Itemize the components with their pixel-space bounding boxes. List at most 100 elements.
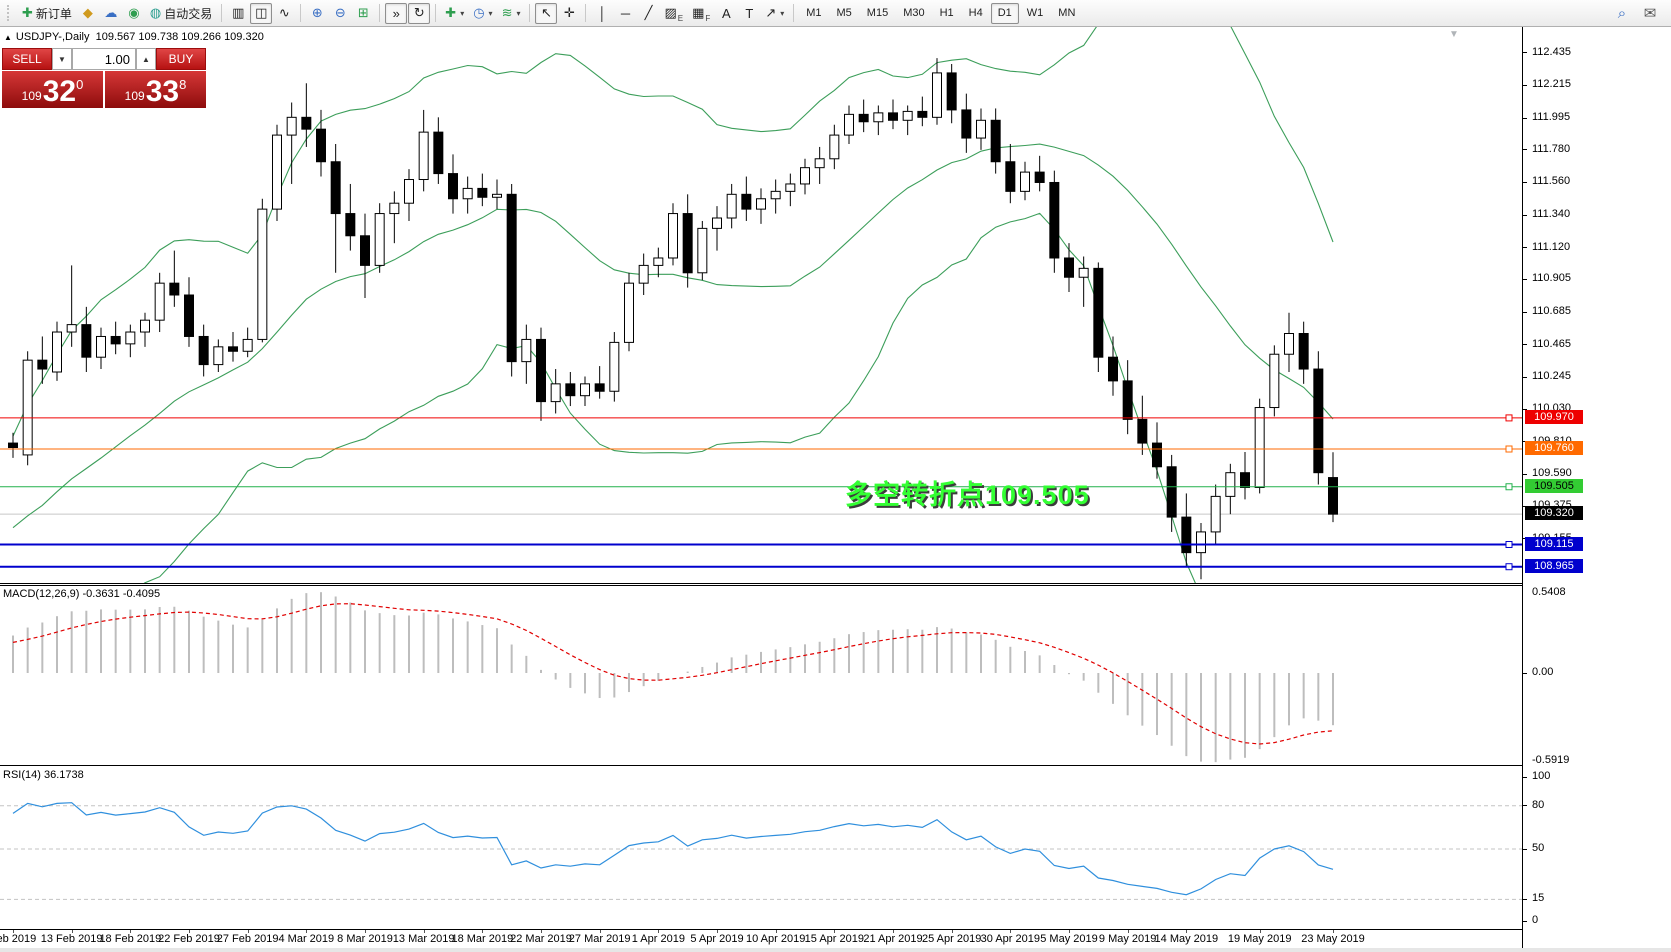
timeframe-w1[interactable]: W1 — [1020, 3, 1051, 24]
price-tag: 109.505 — [1525, 478, 1583, 493]
indicators-button[interactable]: ✚ ▾ — [441, 3, 468, 24]
bar-chart-button[interactable]: ▥ — [227, 3, 249, 24]
price-tick-label: 110.245 — [1532, 370, 1571, 383]
symbols-button[interactable]: ◆ — [77, 3, 99, 24]
date-tick-label: 22 Mar 2019 — [510, 933, 572, 945]
auto-trading-button[interactable]: ◍ 自动交易 — [146, 3, 216, 24]
date-tick-label: 21 Apr 2019 — [863, 933, 923, 945]
date-tick-mark — [541, 930, 542, 933]
price-tag: 109.115 — [1525, 536, 1583, 551]
toolbar-separator — [300, 4, 302, 22]
fibonacci-button[interactable]: ▦ F — [688, 3, 714, 24]
panel-separator[interactable] — [0, 583, 1522, 584]
timeframe-h1[interactable]: H1 — [933, 3, 961, 24]
price-tick-mark — [1523, 344, 1527, 346]
arrows-icon: ↗ — [765, 5, 777, 20]
date-tick-label: 8 Mar 2019 — [337, 933, 393, 945]
cursor-button[interactable]: ↖ — [535, 2, 558, 24]
main-chart-panel[interactable] — [0, 0, 1522, 637]
zoom-in-icon: ⊕ — [311, 5, 323, 20]
timeframe-m1[interactable]: M1 — [799, 3, 828, 24]
crosshair-button[interactable]: ✛ — [558, 3, 580, 24]
price-axis[interactable]: 112.435 112.215 111.995 111.780 111.560 111.3… — [1522, 27, 1671, 952]
vertical-line-icon: │ — [598, 5, 607, 21]
equidistant-channel-button[interactable]: ▨ E — [660, 3, 687, 24]
candlestick-chart-button[interactable]: ◫ — [250, 2, 273, 24]
date-tick-mark — [658, 930, 660, 933]
chart-end-shift-icon[interactable]: ▼ — [1449, 29, 1459, 40]
timeframe-d1[interactable]: D1 — [990, 2, 1019, 24]
chat-button[interactable]: ✉ — [1639, 3, 1661, 24]
profile-button[interactable]: ☁ — [100, 3, 122, 24]
vertical-line-button[interactable]: │ — [591, 3, 613, 24]
date-tick-mark — [951, 930, 953, 933]
date-tick-mark — [1010, 930, 1012, 933]
macd-tick-label: 0.00 — [1532, 666, 1554, 678]
chevron-down-icon: ▾ — [780, 8, 785, 18]
tile-windows-button[interactable]: ⊞ — [352, 3, 374, 24]
volume-input[interactable]: 1.00 — [72, 48, 136, 70]
text-label-button[interactable]: T — [738, 3, 760, 24]
price-tick-mark — [1523, 181, 1527, 183]
date-tick-label: 5 May 2019 — [1040, 933, 1098, 945]
volume-increase-button[interactable]: ▲ — [136, 48, 156, 70]
chart-shift-button[interactable]: » — [385, 2, 408, 24]
toolbar-separator — [793, 4, 795, 22]
crosshair-icon: ✛ — [564, 5, 575, 20]
text-icon: A — [721, 5, 731, 21]
toolbar-separator — [379, 4, 381, 22]
date-tick-label: 14 May 2019 — [1154, 933, 1219, 945]
buy-price-button[interactable]: 109 33 8 — [105, 71, 206, 108]
sell-button[interactable]: SELL — [2, 48, 52, 70]
auto-scroll-button[interactable]: ↻ — [408, 2, 431, 24]
sell-price-button[interactable]: 109 32 0 — [2, 71, 103, 108]
arrows-button[interactable]: ↗ ▾ — [761, 3, 788, 24]
volume-decrease-button[interactable]: ▼ — [52, 48, 72, 70]
toolbar-separator — [435, 4, 437, 22]
panel-separator[interactable] — [0, 585, 1522, 586]
line-chart-button[interactable]: ∿ — [273, 3, 295, 24]
templates-button[interactable]: ≋ ▾ — [498, 3, 525, 24]
text-label-icon: T — [745, 5, 754, 21]
date-tick-label: Feb 2019 — [0, 933, 37, 945]
rsi-chart — [0, 802, 1522, 900]
macd-panel[interactable] — [0, 586, 1522, 765]
new-order-button[interactable]: ✚ 新订单 — [18, 3, 76, 24]
horizontal-line-button[interactable]: ─ — [614, 3, 636, 24]
timeframe-h4[interactable]: H4 — [962, 3, 990, 24]
macd-tick-label: -0.5919 — [1532, 753, 1570, 766]
timeframe-m5[interactable]: M5 — [830, 3, 859, 24]
zoom-out-button[interactable]: ⊖ — [329, 3, 351, 24]
zoom-in-button[interactable]: ⊕ — [306, 3, 328, 24]
rsi-tick-label: 15 — [1532, 892, 1545, 905]
toolbar-separator — [529, 4, 531, 22]
one-click-trading-widget: SELL ▼ 1.00 ▲ BUY 109 32 0 109 33 8 — [2, 48, 206, 108]
trendline-button[interactable]: ╱ — [637, 3, 659, 24]
chart-title: ▲ USDJPY-,Daily 109.567 109.738 109.266 1… — [4, 31, 264, 43]
price-tick-label: 110.465 — [1532, 337, 1571, 350]
price-tag: 109.320 — [1525, 506, 1583, 521]
search-button[interactable]: ⌕ — [1611, 3, 1633, 24]
buy-button[interactable]: BUY — [156, 48, 206, 70]
price-tag: 108.965 — [1525, 558, 1583, 573]
sell-price-handle: 109 — [21, 89, 42, 103]
symbols-icon: ◆ — [82, 5, 93, 20]
price-tick-mark — [1523, 278, 1527, 280]
periods-button[interactable]: ◷ ▾ — [469, 3, 496, 24]
collapse-panel-icon[interactable]: ▲ — [4, 33, 12, 42]
date-tick-label: 25 Apr 2019 — [921, 933, 982, 945]
price-tick-mark — [1523, 311, 1527, 313]
date-tick-label: 27 Feb 2019 — [216, 933, 279, 945]
line-chart-icon: ∿ — [278, 5, 290, 20]
chart-text-annotation[interactable]: 多空转折点109.505 — [845, 480, 1090, 510]
date-tick-mark — [1127, 930, 1129, 933]
timeframe-m15[interactable]: M15 — [860, 3, 895, 24]
text-button[interactable]: A — [715, 3, 737, 24]
panel-separator[interactable] — [0, 765, 1522, 766]
rsi-panel[interactable] — [0, 766, 1522, 929]
date-tick-mark — [599, 930, 601, 933]
news-button[interactable]: ◉ — [123, 3, 145, 24]
timeframe-m30[interactable]: M30 — [896, 3, 931, 24]
timeframe-mn[interactable]: MN — [1051, 3, 1082, 24]
